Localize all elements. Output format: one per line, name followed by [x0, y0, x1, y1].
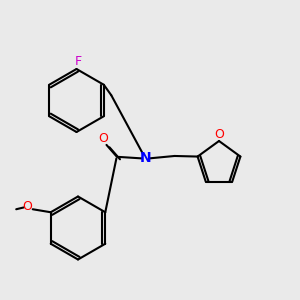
Text: O: O — [214, 128, 224, 141]
Text: O: O — [99, 131, 108, 145]
Text: O: O — [22, 200, 32, 213]
Text: N: N — [140, 152, 151, 165]
Text: F: F — [74, 55, 82, 68]
